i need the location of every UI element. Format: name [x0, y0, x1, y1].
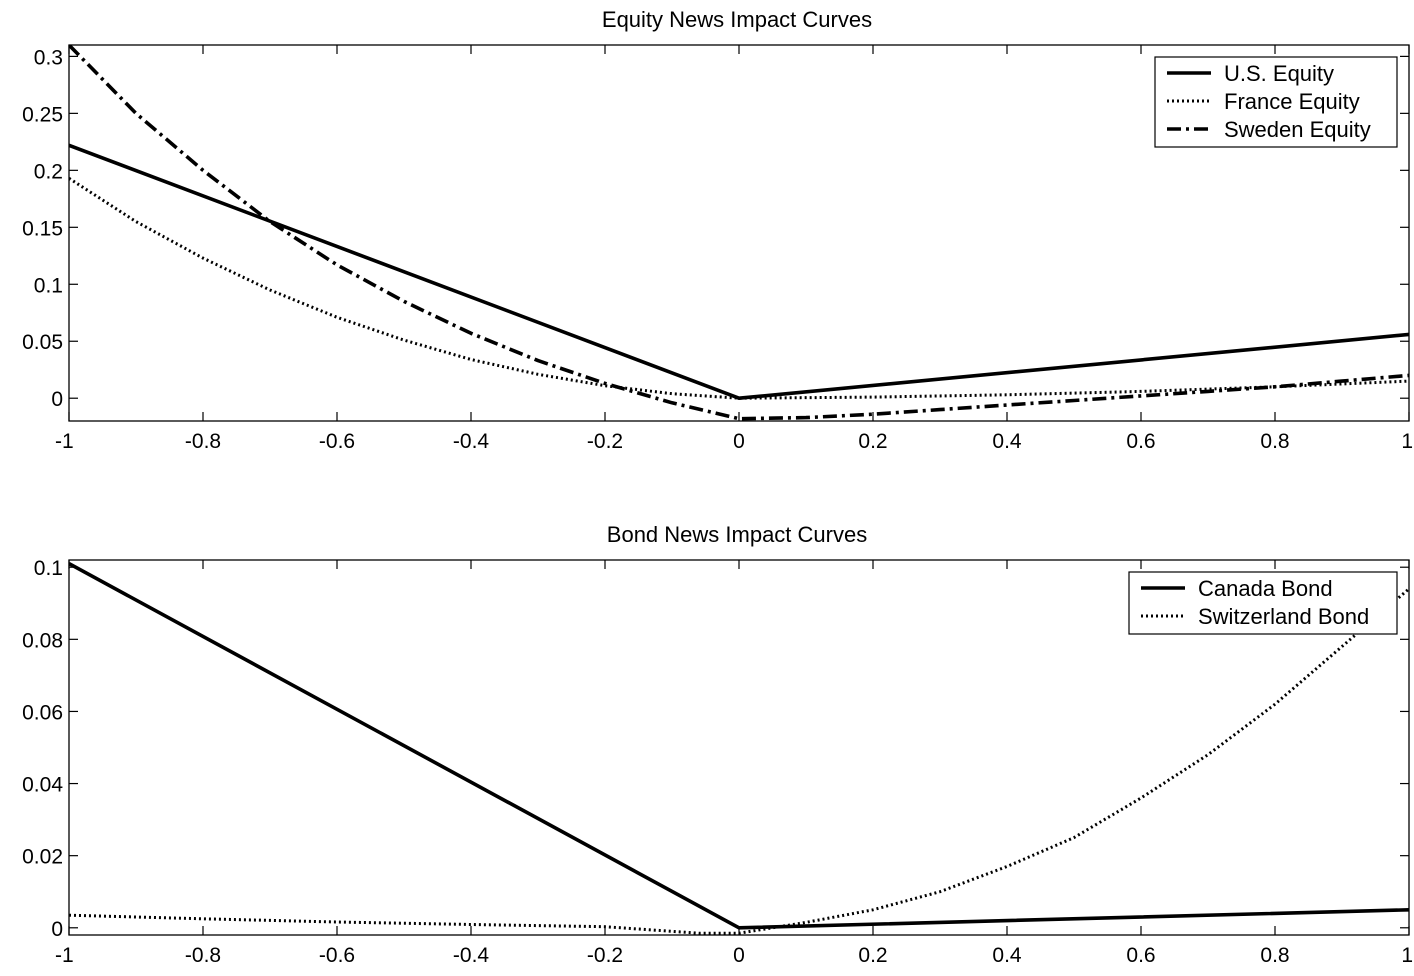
equity-x-tick-label: 0.4: [992, 430, 1022, 453]
bond-y-tick-label: 0.08: [22, 629, 63, 652]
series-line-u-s-equity: [69, 143, 1409, 401]
bond-x-tick-label: 1: [1401, 944, 1413, 967]
equity-y-tick-label: 0: [51, 388, 63, 411]
series-line-switzerland-bond: [69, 587, 1409, 935]
equity-series-lines: [69, 45, 1409, 421]
equity-y-tick-label: 0.15: [22, 217, 63, 240]
bond-chart-title: Bond News Impact Curves: [607, 522, 867, 547]
bond-panel: Bond News Impact Curves -1 -0.8 -0.6 -0.4 -0…: [22, 522, 1413, 967]
bond-x-tick-label: -0.2: [587, 944, 623, 967]
equity-y-tick-label: 0.05: [22, 331, 63, 354]
bond-y-tick-label: 0.1: [34, 557, 63, 580]
bond-x-tick-label: -0.4: [453, 944, 490, 967]
equity-y-tick-label: 0.25: [22, 103, 63, 126]
bond-y-tick-label: 0.04: [22, 774, 63, 797]
bond-y-tick-label: 0.06: [22, 701, 63, 724]
bond-series-lines: [69, 562, 1409, 935]
legend-label: Sweden Equity: [1224, 117, 1371, 142]
equity-legend: U.S. Equity France Equity Sweden Equity: [1154, 56, 1398, 148]
equity-x-tick-label: -0.2: [587, 430, 623, 453]
bond-y-tick-label: 0.02: [22, 846, 63, 869]
equity-panel: Equity News Impact Curves -1 -0.8 -0.6 -0.4…: [22, 7, 1413, 453]
equity-x-tick-label: 0: [733, 430, 745, 453]
equity-y-tick-label: 0.3: [34, 46, 63, 69]
series-line-canada-bond: [69, 562, 1409, 930]
bond-x-tick-label: 0.4: [992, 944, 1022, 967]
bond-axes-ticks: -1 -0.8 -0.6 -0.4 -0.2 0 0.2 0.4 0.6 0.8 1 0 0.02 0.0…: [22, 557, 1413, 967]
equity-axes-ticks: -1 -0.8 -0.6 -0.4 -0.2 0 0.2 0.4 0.6 0.8 1 0 0.05 0.1…: [22, 45, 1413, 453]
equity-chart-title: Equity News Impact Curves: [602, 7, 872, 32]
equity-x-tick-label: 0.8: [1260, 430, 1289, 453]
equity-x-tick-label: -0.8: [185, 430, 221, 453]
legend-label: Switzerland Bond: [1198, 604, 1369, 629]
equity-x-tick-label: -0.6: [319, 430, 355, 453]
legend-label: France Equity: [1224, 89, 1360, 114]
series-line-sweden-equity: [69, 45, 1409, 421]
bond-x-tick-label: 0.2: [858, 944, 887, 967]
bond-x-tick-label: 0: [733, 944, 745, 967]
equity-x-tick-label: 0.6: [1126, 430, 1155, 453]
bond-x-tick-label: 0.8: [1260, 944, 1289, 967]
bond-y-tick-label: 0: [51, 918, 63, 941]
equity-x-tick-label: -0.4: [453, 430, 490, 453]
bond-x-tick-label: -0.8: [185, 944, 221, 967]
equity-y-tick-label: 0.2: [34, 160, 63, 183]
bond-x-tick-label: -1: [55, 944, 74, 967]
bond-x-tick-label: -0.6: [319, 944, 355, 967]
equity-x-tick-label: -1: [55, 430, 74, 453]
bond-legend: Canada Bond Switzerland Bond: [1128, 571, 1398, 635]
equity-x-tick-label: 0.2: [858, 430, 887, 453]
equity-x-tick-label: 1: [1401, 430, 1413, 453]
legend-label: U.S. Equity: [1224, 61, 1334, 86]
equity-y-tick-label: 0.1: [34, 274, 63, 297]
legend-label: Canada Bond: [1198, 576, 1333, 601]
series-line-france-equity: [69, 177, 1409, 400]
bond-x-tick-label: 0.6: [1126, 944, 1155, 967]
bond-legend-box: [1128, 571, 1398, 635]
